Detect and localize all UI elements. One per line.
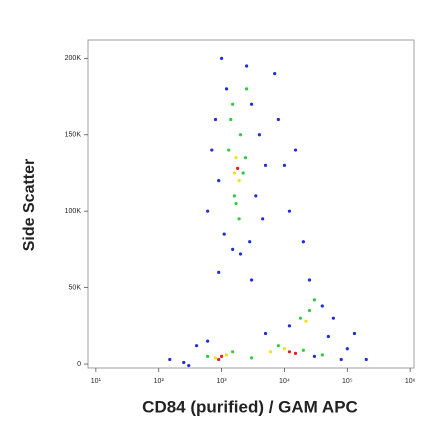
point [168, 357, 172, 362]
point [263, 163, 268, 167]
point [268, 350, 273, 354]
point [231, 350, 235, 354]
x-tick-label: 10⁶ [405, 378, 416, 385]
point [245, 87, 249, 91]
point [245, 64, 249, 68]
point [307, 278, 312, 282]
point [301, 240, 305, 244]
point [287, 324, 292, 328]
point [229, 117, 233, 122]
point [238, 133, 243, 137]
y-tick-label: 50K [69, 284, 82, 291]
point [232, 194, 237, 198]
point [248, 240, 252, 244]
point [224, 353, 229, 357]
point [213, 356, 218, 360]
x-tick-label: 10¹ [91, 378, 102, 385]
point [194, 344, 199, 348]
y-axis-label: Side Scatter [21, 159, 38, 251]
x-tick-label: 10² [154, 378, 165, 385]
point [276, 344, 280, 348]
point [282, 347, 287, 351]
point [304, 319, 308, 323]
point [273, 72, 277, 76]
x-axis-label: CD84 (purified) / GAM APC [142, 397, 358, 416]
point [307, 308, 312, 313]
point [217, 270, 221, 274]
y-tick-label: 0 [77, 361, 81, 368]
x-tick-label: 10⁴ [279, 378, 290, 385]
point [234, 201, 238, 206]
point [249, 278, 254, 282]
point [219, 354, 224, 358]
point [210, 148, 214, 152]
point [217, 179, 221, 183]
point [320, 353, 324, 357]
point [282, 163, 287, 167]
point [320, 304, 324, 308]
point [352, 331, 357, 336]
point [222, 232, 226, 236]
x-tick-label: 10⁵ [342, 378, 353, 385]
point [243, 156, 248, 160]
point [241, 171, 245, 175]
point [249, 102, 254, 106]
point [213, 117, 218, 122]
point [261, 217, 265, 221]
point [206, 209, 210, 213]
point [257, 133, 262, 137]
point [234, 156, 238, 160]
point [364, 357, 368, 362]
point [312, 354, 317, 358]
point [237, 217, 241, 221]
point [238, 252, 243, 256]
point [227, 148, 231, 152]
point [293, 148, 298, 152]
point [206, 354, 210, 358]
point [182, 360, 186, 365]
point [231, 247, 235, 251]
point [254, 194, 258, 198]
point [187, 363, 191, 368]
point [298, 316, 303, 320]
point [206, 339, 210, 343]
point [312, 298, 317, 302]
point [232, 171, 237, 175]
point [219, 56, 224, 60]
y-tick-label: 200K [65, 55, 82, 62]
point [326, 334, 330, 339]
point [331, 316, 335, 320]
point [287, 350, 292, 354]
point [237, 179, 241, 183]
point [293, 351, 298, 355]
point [217, 357, 221, 362]
point [339, 357, 343, 362]
point [231, 102, 235, 106]
point [236, 166, 240, 170]
point [345, 347, 349, 351]
y-tick-label: 100K [65, 208, 82, 215]
point [224, 87, 229, 91]
x-tick-label: 10³ [217, 378, 228, 385]
point [301, 348, 305, 352]
plot-frame [87, 39, 415, 369]
point [263, 331, 268, 336]
point [276, 117, 280, 122]
point [249, 356, 254, 360]
y-tick-label: 150K [65, 132, 82, 139]
point [287, 209, 292, 213]
